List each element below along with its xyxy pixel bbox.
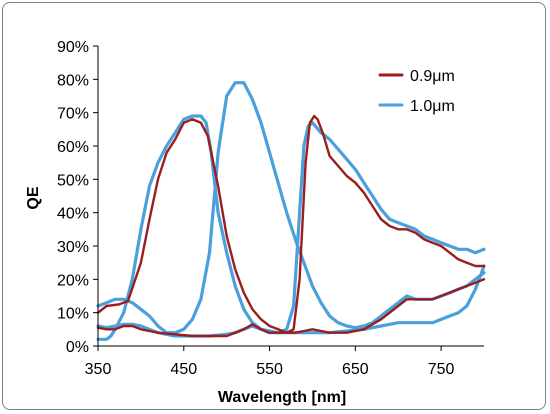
series-line-1-0um-curve-2 xyxy=(96,114,486,341)
series-line-0-9um-curve-2 xyxy=(96,114,486,338)
x-tick-label: 450 xyxy=(170,361,197,378)
y-tick-label: 0% xyxy=(66,339,89,356)
x-tick-label: 350 xyxy=(85,361,112,378)
series-line-0-9um-curve-1 xyxy=(96,118,486,334)
y-tick-label: 80% xyxy=(57,72,89,89)
y-tick-label: 40% xyxy=(57,206,89,223)
y-tick-label: 10% xyxy=(57,306,89,323)
series-layer xyxy=(96,81,486,341)
y-tick-label: 30% xyxy=(57,239,89,256)
axes xyxy=(93,45,484,351)
y-tick-label: 90% xyxy=(57,39,89,56)
y-tick-label: 70% xyxy=(57,106,89,123)
tick-labels: 0% 10% 20% 30% 40% 50% 60% 70% 80% 90% 350 450 550 65… xyxy=(57,39,455,378)
series-line-1-0um-curve-3 xyxy=(96,264,486,338)
legend-label-0-9um: 0.9μm xyxy=(410,68,455,85)
y-tick-label: 60% xyxy=(57,139,89,156)
x-tick-label: 750 xyxy=(428,361,455,378)
x-tick-label: 550 xyxy=(256,361,283,378)
series-line-1-0um-curve-1 xyxy=(96,81,486,335)
legend-label-1-0um: 1.0μm xyxy=(410,98,455,115)
y-tick-label: 20% xyxy=(57,272,89,289)
legend: 0.9μm 1.0μm xyxy=(378,68,455,115)
x-tick-label: 650 xyxy=(342,361,369,378)
x-axis-title: Wavelength [nm] xyxy=(218,389,346,406)
chart-frame xyxy=(2,2,546,410)
y-tick-label: 50% xyxy=(57,172,89,189)
y-axis-title: QE xyxy=(25,186,42,209)
